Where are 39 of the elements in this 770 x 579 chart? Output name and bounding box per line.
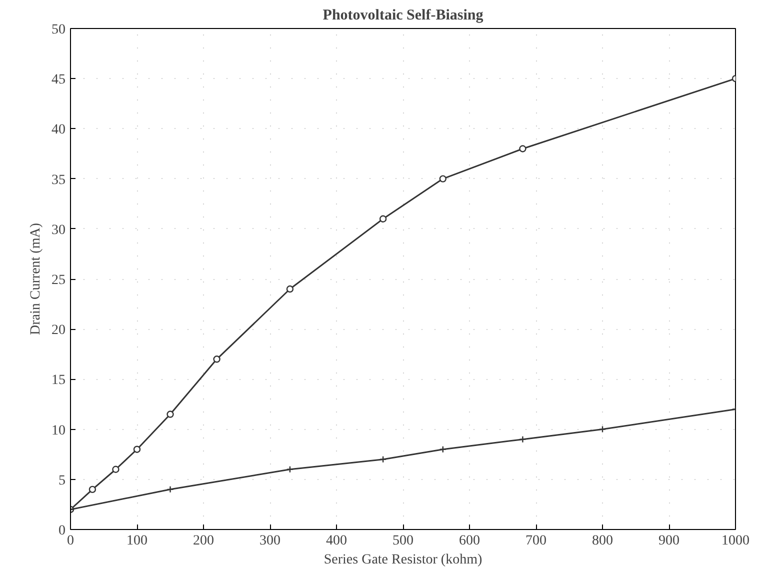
point	[379, 215, 387, 222]
y-tick-label: 15	[52, 373, 66, 388]
point	[166, 410, 174, 418]
y-axis-title: Drain Current (mA)	[28, 222, 44, 335]
x-tick-label: 800	[592, 534, 613, 548]
point	[439, 446, 446, 453]
y-tick-label: 20	[52, 323, 66, 338]
x-tick-label: 700	[526, 534, 546, 548]
x-tick-label: 300	[260, 534, 280, 548]
point	[166, 486, 174, 494]
point	[598, 426, 606, 433]
y-tick-label: 30	[52, 222, 66, 238]
point	[213, 356, 220, 363]
x-tick-label: 900	[658, 534, 680, 548]
y-tick-label: 50	[52, 22, 66, 38]
x-tick-label: 500	[392, 534, 414, 548]
point	[133, 446, 141, 453]
x-tick-label: 200	[193, 534, 214, 548]
y-tick-label: 0	[58, 524, 66, 538]
point	[519, 145, 526, 152]
point	[439, 175, 446, 182]
y-tick-label: 25	[52, 273, 66, 288]
y-tick-label: 45	[52, 72, 66, 88]
point	[112, 466, 120, 473]
x-tick-label: 600	[459, 534, 480, 548]
point	[286, 285, 294, 293]
point	[519, 436, 526, 443]
x-axis-title: Series Gate Resistor (kohm)	[324, 552, 482, 568]
y-tick-label: 40	[52, 122, 66, 138]
point	[286, 466, 294, 473]
y-tick-label: 35	[52, 172, 66, 188]
x-tick-label: 1000	[722, 534, 750, 548]
y-tick-label: 10	[52, 423, 66, 438]
y-tick-label: 5	[58, 473, 66, 488]
chart-title: Photovoltaic Self-Biasing	[322, 8, 484, 24]
x-tick-label: 100	[126, 534, 148, 548]
point	[88, 486, 96, 494]
point	[379, 456, 387, 463]
x-tick-label: 400	[326, 534, 347, 548]
